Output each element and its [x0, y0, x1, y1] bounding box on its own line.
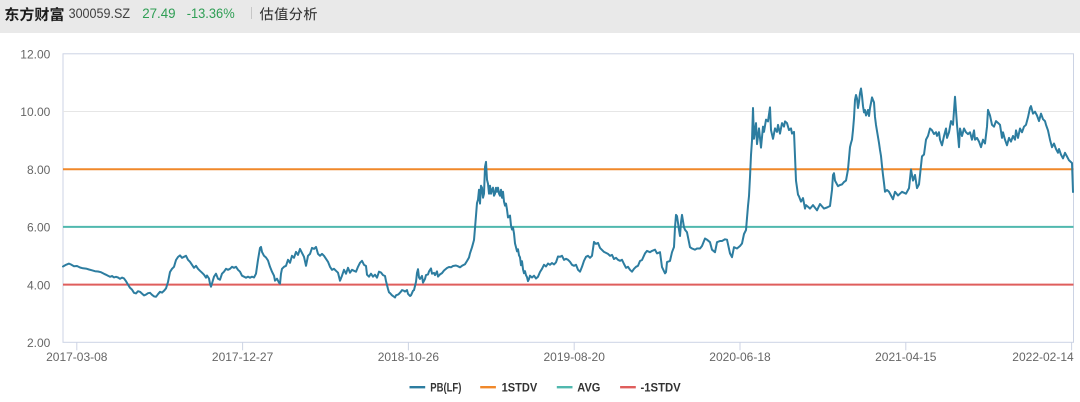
- svg-text:12.00: 12.00: [20, 48, 50, 62]
- svg-text:10.00: 10.00: [20, 105, 50, 119]
- svg-text:27.49: 27.49: [142, 6, 175, 21]
- svg-text:2017-03-08: 2017-03-08: [46, 350, 108, 364]
- svg-text:AVG: AVG: [577, 381, 600, 395]
- svg-text:-1STDV: -1STDV: [641, 381, 681, 395]
- svg-text:6.00: 6.00: [27, 221, 51, 235]
- svg-text:-13.36%: -13.36%: [187, 6, 235, 21]
- svg-text:2.00: 2.00: [27, 336, 51, 350]
- svg-text:2019-08-20: 2019-08-20: [544, 350, 606, 364]
- svg-text:8.00: 8.00: [27, 163, 51, 177]
- svg-text:4.00: 4.00: [27, 278, 51, 292]
- svg-text:300059.SZ: 300059.SZ: [69, 6, 130, 21]
- svg-text:2020-06-18: 2020-06-18: [709, 350, 771, 364]
- svg-text:2017-12-27: 2017-12-27: [212, 350, 274, 364]
- svg-text:PB(LF): PB(LF): [430, 381, 461, 395]
- svg-text:2018-10-26: 2018-10-26: [378, 350, 440, 364]
- svg-text:1STDV: 1STDV: [502, 381, 538, 395]
- svg-text:2021-04-15: 2021-04-15: [875, 350, 937, 364]
- svg-text:2022-02-14: 2022-02-14: [1012, 350, 1074, 364]
